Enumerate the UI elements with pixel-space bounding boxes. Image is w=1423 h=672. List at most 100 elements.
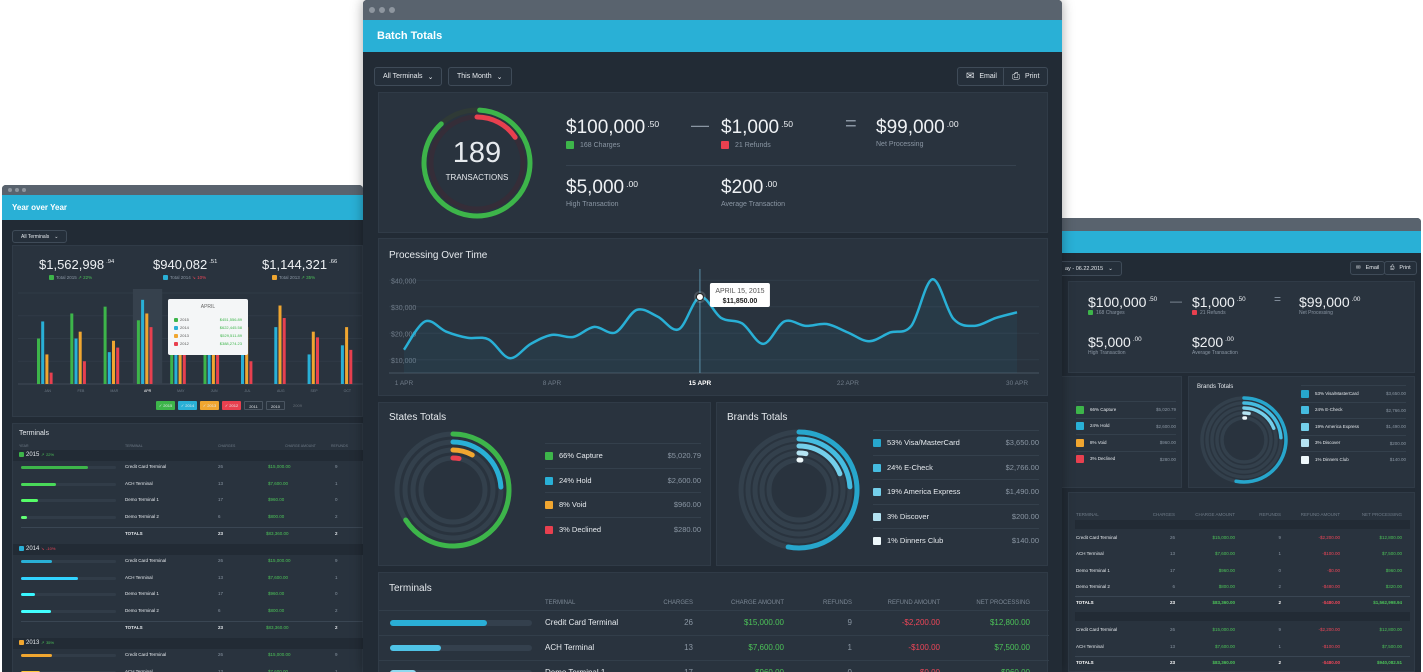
legend-value: $280.00 <box>1159 456 1176 462</box>
refunds: 1 <box>847 643 852 652</box>
ring-arc-2 <box>1242 406 1276 430</box>
year-over-year-window: Year over Year All Terminals ⌄ JAN FEB MAR A… <box>2 185 363 672</box>
charges: 13 <box>218 668 224 672</box>
average-amount: $200.00 <box>721 177 778 198</box>
refunds: 0 <box>1278 567 1281 573</box>
column-header: CHARGE AMOUNT <box>730 600 784 606</box>
minimize-dot[interactable] <box>379 7 385 13</box>
refund-amount: -$480.00 <box>1322 583 1340 589</box>
maximize-dot[interactable] <box>389 7 395 13</box>
legend-toggle-2011[interactable]: 2011 <box>244 401 263 410</box>
color-swatch <box>1301 455 1309 464</box>
x-tick-label: MAR <box>110 389 118 393</box>
filter-label: All Terminals <box>21 233 50 240</box>
title-bar <box>363 0 1062 20</box>
refunds-arc <box>474 114 518 140</box>
print-button[interactable]: ⎙ Print <box>1003 67 1049 86</box>
line-area <box>404 279 1017 373</box>
bar-2012-JUN <box>216 333 220 384</box>
terminal-share-bar <box>390 620 532 626</box>
trend-up-icon: ↗ <box>78 275 82 280</box>
terminal-name: Credit Card Terminal <box>125 558 167 563</box>
high-label: High Transaction <box>566 201 619 208</box>
terminal-filter-dropdown[interactable]: All Terminals ⌄ <box>374 67 443 86</box>
bar-2012-AUG <box>282 318 286 384</box>
legend-label: 1% Dinners Club <box>887 536 944 546</box>
hover-point <box>695 292 704 301</box>
tooltip-title: APRIL <box>200 304 216 310</box>
legend-label: 1% Dinners Club <box>1315 456 1349 462</box>
net: $12,800.00 <box>1379 627 1402 633</box>
close-dot[interactable] <box>369 7 375 13</box>
terminal-share-bar <box>21 560 116 563</box>
legend-toggle-2012[interactable]: ✓ 2012 <box>222 401 241 410</box>
x-tick-label: 30 APR <box>1006 380 1028 387</box>
legend-label: 19% America Express <box>887 487 961 497</box>
transactions-ring-chart <box>421 107 533 219</box>
transactions-label: TRANSACTIONS <box>445 173 509 182</box>
bar-2014-APR <box>141 299 145 384</box>
legend-value: $2,600.00 <box>667 475 701 485</box>
terminal-name: Demo Terminal 1 <box>125 497 159 502</box>
legend-value: $140.00 <box>1389 457 1406 463</box>
title-bar <box>1062 218 1421 231</box>
terminal: Demo Terminal 2 <box>1076 583 1110 589</box>
legend-toggle-2010[interactable]: 2010 <box>266 401 285 410</box>
totals-charge-amount: $83,360.00 <box>1212 659 1235 665</box>
color-swatch <box>545 525 553 534</box>
charges: 17 <box>218 591 224 596</box>
brands-radial-chart <box>738 429 860 551</box>
column-header: NET PROCESSING <box>976 600 1030 606</box>
legend-value: $5,020.79 <box>1155 407 1176 413</box>
print-button[interactable]: ⎙ Print <box>1384 261 1417 275</box>
print-label: Print <box>1025 73 1040 80</box>
color-swatch <box>1301 406 1309 415</box>
ring-arc-1 <box>796 436 853 490</box>
group-band <box>1075 612 1410 622</box>
charges: 13 <box>218 480 224 486</box>
ring-track <box>410 447 496 533</box>
charge-amount: $960.00 <box>268 591 285 596</box>
tooltip-value: $11,850.00 <box>723 298 758 305</box>
bar-2015-FEB <box>70 313 74 384</box>
terminal-filter-dropdown[interactable]: All Terminals ⌄ <box>12 230 68 243</box>
tooltip-value: $529,511.89 <box>220 333 242 338</box>
color-swatch <box>1076 438 1084 447</box>
date-range-dropdown[interactable]: ay - 06.22.2015 ⌄ <box>1062 261 1122 276</box>
ring-arc-0 <box>403 431 512 549</box>
divider <box>21 527 363 528</box>
transactions-count: 189 <box>452 137 502 169</box>
ring-arc-1 <box>450 439 504 490</box>
legend-value: $2,600.00 <box>1155 423 1176 429</box>
period-filter-dropdown[interactable]: This Month ⌄ <box>448 67 512 86</box>
email-button[interactable]: ✉ Email <box>1350 261 1386 275</box>
legend-toggle-2014[interactable]: ✓ 2014 <box>178 401 197 410</box>
printer-icon: ⎙ <box>1012 71 1020 82</box>
color-swatch <box>1076 422 1084 431</box>
bar-2014-AUG <box>274 327 278 384</box>
terminals-panel: TERMINAL CHARGES CHARGE AMOUNT REFUNDS REFUN… <box>1068 492 1415 672</box>
tooltip-year: 2015 <box>174 317 189 322</box>
brands-radial-chart <box>1200 396 1288 484</box>
ring-track <box>759 450 839 530</box>
bar-2013-FEB <box>78 331 82 384</box>
terminal-share-bar <box>21 670 116 672</box>
share-fill <box>390 620 487 626</box>
share-fill <box>21 499 39 502</box>
column-header: TERMINAL <box>125 444 143 448</box>
legend-label: 3% Discover <box>887 511 930 521</box>
refunds: 2 <box>335 513 338 519</box>
refunds: 0 <box>335 497 338 502</box>
legend-toggle-2009[interactable]: 2009 <box>293 403 302 408</box>
legend-toggle-2013[interactable]: ✓ 2013 <box>200 401 219 410</box>
legend-label: 3% Discover <box>1315 440 1341 446</box>
legend-toggle-2015[interactable]: ✓ 2015 <box>156 401 175 410</box>
divider <box>566 165 1016 166</box>
charges-amount: $100,000.50 <box>1088 294 1158 310</box>
legend-label: 66% Capture <box>559 451 603 461</box>
minus-sign: — <box>1170 294 1182 308</box>
panel-title: Terminals <box>19 430 49 437</box>
email-button[interactable]: ✉ Email <box>957 67 1006 86</box>
net-amount: $99,000.00 <box>1299 294 1361 310</box>
terminal-name: ACH Terminal <box>125 668 153 672</box>
